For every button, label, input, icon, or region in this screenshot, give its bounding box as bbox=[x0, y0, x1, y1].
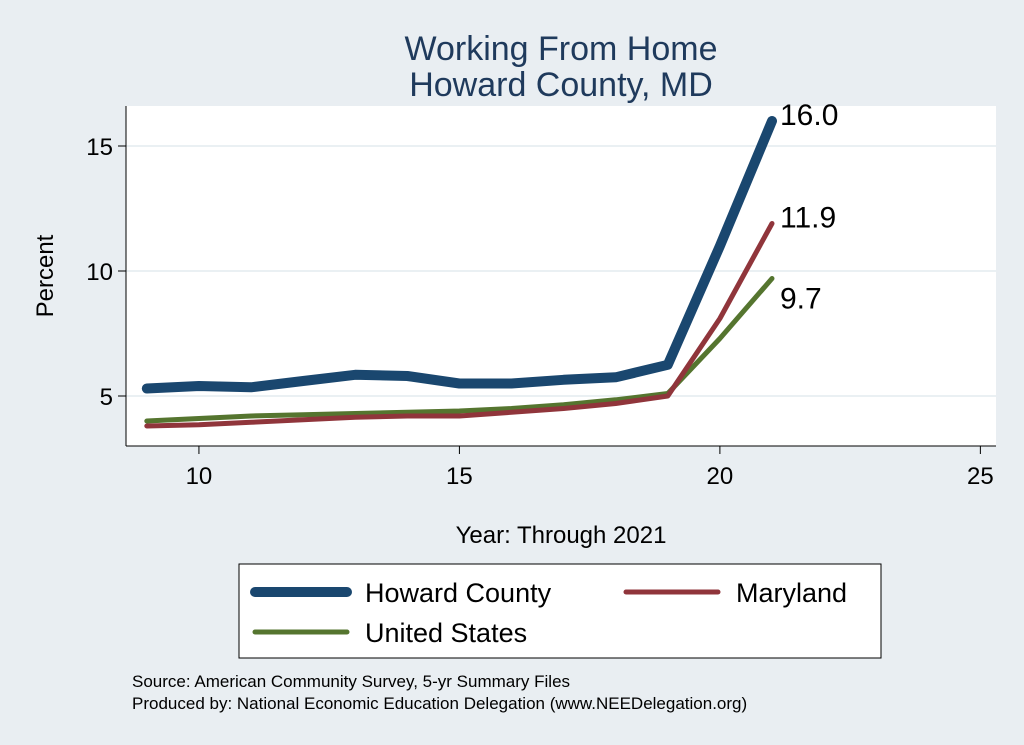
y-tick-label-5: 5 bbox=[100, 384, 113, 411]
end-label-maryland: 11.9 bbox=[780, 202, 836, 235]
legend-label-united-states: United States bbox=[365, 618, 527, 648]
plot-area bbox=[126, 106, 996, 446]
footnote-producer: Produced by: National Economic Education… bbox=[132, 694, 747, 713]
x-axis-ticks: 10 15 20 25 bbox=[186, 446, 994, 490]
end-labels: 16.0 11.9 9.7 bbox=[780, 99, 838, 316]
y-tick-label-10: 10 bbox=[86, 259, 113, 286]
end-label-united-states: 9.7 bbox=[780, 283, 822, 316]
legend bbox=[238, 563, 882, 659]
y-axis-label: Percent bbox=[32, 234, 59, 317]
series-line-howard-county bbox=[141, 116, 777, 394]
footnote-source: Source: American Community Survey, 5-yr … bbox=[132, 672, 570, 691]
x-axis-label: Year: Through 2021 bbox=[456, 522, 667, 549]
chart-title-line-2: Howard County, MD bbox=[409, 66, 713, 104]
chart-title-line-1: Working From Home bbox=[405, 30, 718, 68]
gridlines bbox=[126, 145, 996, 397]
end-label-howard-county: 16.0 bbox=[780, 99, 838, 132]
legend-items: Howard County Maryland United States bbox=[250, 578, 847, 648]
series-layer bbox=[141, 116, 777, 429]
x-tick-label-15: 15 bbox=[446, 463, 473, 490]
y-axis-ticks: 5 10 15 bbox=[86, 134, 126, 411]
series-line-maryland bbox=[144, 221, 775, 429]
x-tick-label-20: 20 bbox=[707, 463, 734, 490]
legend-label-maryland: Maryland bbox=[736, 578, 847, 608]
legend-label-howard-county: Howard County bbox=[365, 578, 552, 608]
x-tick-label-10: 10 bbox=[186, 463, 213, 490]
x-tick-label-25: 25 bbox=[967, 463, 994, 490]
y-tick-label-15: 15 bbox=[86, 134, 113, 161]
